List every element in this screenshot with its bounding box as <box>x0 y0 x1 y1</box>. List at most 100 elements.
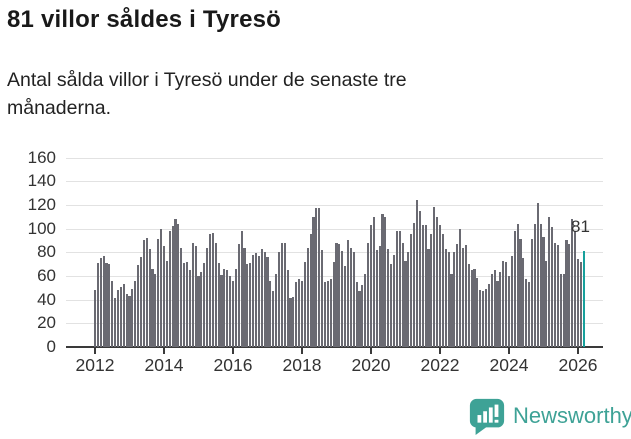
y-axis-label: 40 <box>37 289 56 309</box>
bar <box>441 234 444 347</box>
bar <box>516 223 519 347</box>
bar <box>269 280 272 347</box>
y-axis-label: 0 <box>46 337 56 356</box>
bar <box>392 254 396 347</box>
bar <box>323 281 327 347</box>
bar <box>168 230 171 347</box>
bar <box>338 243 341 347</box>
bar <box>398 230 401 347</box>
x-axis-label-2026: 2026 <box>558 355 598 375</box>
bar <box>315 208 318 347</box>
bar <box>562 273 565 347</box>
bar <box>493 270 496 347</box>
bar <box>139 256 143 347</box>
bar <box>361 285 364 347</box>
bar <box>470 270 473 347</box>
bar <box>300 280 304 347</box>
x-axis-label-2012: 2012 <box>75 355 115 375</box>
bar <box>364 273 367 347</box>
bar <box>277 252 281 347</box>
bar <box>484 288 488 347</box>
bar <box>332 261 335 347</box>
y-axis-label: 100 <box>27 218 56 238</box>
newsworthy-bubble-icon <box>469 398 505 435</box>
bar <box>450 273 453 347</box>
bar <box>579 261 582 347</box>
bar <box>151 268 154 347</box>
newsworthy-logo[interactable]: Newsworthy <box>468 397 631 435</box>
bar <box>220 274 223 347</box>
bar <box>525 279 528 347</box>
bar <box>180 247 183 347</box>
bar <box>128 296 131 347</box>
bar <box>559 273 562 347</box>
bar <box>174 219 177 347</box>
bar <box>197 275 200 347</box>
bar <box>183 262 186 347</box>
x-axis-label-2014: 2014 <box>144 355 184 375</box>
bar <box>487 284 490 347</box>
bar <box>102 255 105 347</box>
bar <box>108 264 111 347</box>
x-axis-label-2018: 2018 <box>282 355 322 375</box>
x-axis-tick-2024 <box>508 348 510 354</box>
bar <box>306 247 309 347</box>
bar <box>427 248 430 347</box>
bar <box>436 216 439 347</box>
bar <box>418 210 421 347</box>
bar <box>188 270 191 347</box>
bar <box>438 225 442 347</box>
bar <box>341 251 344 347</box>
bar <box>154 273 157 347</box>
bar <box>272 291 275 347</box>
bar <box>413 222 416 347</box>
bar <box>263 252 266 347</box>
bar <box>148 248 151 347</box>
bar <box>309 234 312 347</box>
bar <box>576 259 580 347</box>
bar <box>303 261 306 347</box>
bar <box>536 202 539 347</box>
bar <box>349 247 352 347</box>
bar <box>93 290 97 347</box>
bar <box>528 281 531 347</box>
bar <box>482 291 485 347</box>
bar <box>372 216 375 347</box>
bar <box>565 240 568 347</box>
bar <box>114 298 117 347</box>
bar <box>358 291 361 347</box>
bar <box>355 281 358 347</box>
bar <box>467 264 470 347</box>
bar <box>137 265 140 347</box>
x-axis-tick-2018 <box>301 348 303 354</box>
bar <box>326 280 329 347</box>
y-axis-label: 60 <box>37 265 56 285</box>
bar <box>96 262 99 347</box>
bar <box>519 239 522 347</box>
bar <box>367 242 370 347</box>
bar <box>185 261 189 347</box>
bar <box>194 246 197 347</box>
bar <box>574 230 577 347</box>
bar <box>231 280 235 347</box>
bar <box>407 252 410 347</box>
bar <box>122 284 125 347</box>
bar <box>240 230 243 347</box>
bar <box>229 275 232 347</box>
x-axis-tick-2022 <box>439 348 441 354</box>
bar <box>134 280 137 347</box>
bar <box>556 245 559 347</box>
bar <box>502 260 505 347</box>
bar <box>499 272 502 347</box>
bar <box>286 270 289 347</box>
y-axis-label: 20 <box>37 313 56 333</box>
bar <box>346 240 350 347</box>
bar <box>275 273 278 347</box>
x-axis-label-2020: 2020 <box>351 355 391 375</box>
bar <box>401 242 404 347</box>
bar <box>410 234 413 347</box>
bar <box>119 286 122 347</box>
gridline-y-160 <box>66 157 603 159</box>
gridline-y-120 <box>66 204 603 206</box>
bar <box>522 258 525 347</box>
